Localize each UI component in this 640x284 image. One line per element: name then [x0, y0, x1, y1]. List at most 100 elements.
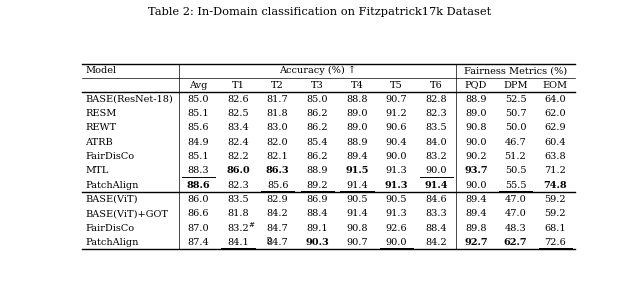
- Text: 91.3: 91.3: [385, 181, 408, 190]
- Text: Model: Model: [85, 66, 116, 75]
- Text: 85.4: 85.4: [307, 138, 328, 147]
- Text: 91.3: 91.3: [386, 166, 408, 175]
- Text: FairDisCo: FairDisCo: [86, 152, 134, 161]
- Text: 74.8: 74.8: [543, 181, 567, 190]
- Text: 82.3: 82.3: [426, 109, 447, 118]
- Text: 83.4: 83.4: [227, 124, 249, 132]
- Text: REWT: REWT: [86, 124, 116, 132]
- Text: BASE(ResNet-18): BASE(ResNet-18): [86, 95, 173, 104]
- Text: T6: T6: [430, 81, 443, 89]
- Text: 90.8: 90.8: [465, 124, 486, 132]
- Text: 84.7: 84.7: [267, 224, 289, 233]
- Text: 88.8: 88.8: [346, 95, 368, 104]
- Text: 81.7: 81.7: [267, 95, 289, 104]
- Text: 84.2: 84.2: [267, 209, 289, 218]
- Text: Avg: Avg: [189, 81, 207, 89]
- Text: 90.4: 90.4: [386, 138, 408, 147]
- Text: 85.1: 85.1: [188, 152, 209, 161]
- Text: 82.2: 82.2: [227, 152, 249, 161]
- Text: 88.6: 88.6: [186, 181, 210, 190]
- Text: 86.2: 86.2: [307, 124, 328, 132]
- Text: 89.0: 89.0: [465, 109, 486, 118]
- Text: 85.6: 85.6: [267, 181, 289, 190]
- Text: 62.0: 62.0: [545, 109, 566, 118]
- Text: 59.2: 59.2: [545, 195, 566, 204]
- Text: RESM: RESM: [86, 109, 117, 118]
- Text: 84.9: 84.9: [188, 138, 209, 147]
- Text: 91.5: 91.5: [345, 166, 369, 175]
- Text: 92.7: 92.7: [464, 238, 488, 247]
- Text: 90.2: 90.2: [465, 152, 486, 161]
- Text: 68.1: 68.1: [545, 224, 566, 233]
- Text: 90.7: 90.7: [346, 238, 368, 247]
- Text: 88.9: 88.9: [465, 95, 486, 104]
- Text: 87.4: 87.4: [188, 238, 209, 247]
- Text: 90.0: 90.0: [386, 152, 407, 161]
- Text: MTL: MTL: [86, 166, 109, 175]
- Text: 71.2: 71.2: [544, 166, 566, 175]
- Text: 91.4: 91.4: [424, 181, 448, 190]
- Text: 88.3: 88.3: [188, 166, 209, 175]
- Text: 47.0: 47.0: [505, 195, 527, 204]
- Text: 87.0: 87.0: [188, 224, 209, 233]
- Text: FairDisCo: FairDisCo: [86, 224, 134, 233]
- Text: #: #: [248, 221, 255, 229]
- Text: 50.0: 50.0: [505, 124, 526, 132]
- Text: 82.8: 82.8: [426, 95, 447, 104]
- Text: 59.2: 59.2: [545, 209, 566, 218]
- Text: 83.2: 83.2: [227, 224, 249, 233]
- Text: 90.3: 90.3: [305, 238, 329, 247]
- Text: PatchAlign: PatchAlign: [86, 238, 139, 247]
- Text: 90.0: 90.0: [465, 138, 486, 147]
- Text: 84.1: 84.1: [227, 238, 249, 247]
- Text: T2: T2: [271, 81, 284, 89]
- Text: 88.4: 88.4: [307, 209, 328, 218]
- Text: T3: T3: [311, 81, 324, 89]
- Text: 90.6: 90.6: [386, 124, 407, 132]
- Text: BASE(ViT)+GOT: BASE(ViT)+GOT: [86, 209, 168, 218]
- Text: 90.0: 90.0: [465, 181, 486, 190]
- Text: 89.4: 89.4: [346, 152, 368, 161]
- Text: 85.1: 85.1: [188, 109, 209, 118]
- Text: BASE(ViT): BASE(ViT): [86, 195, 138, 204]
- Text: 84.0: 84.0: [426, 138, 447, 147]
- Text: 82.1: 82.1: [267, 152, 289, 161]
- Text: 85.0: 85.0: [188, 95, 209, 104]
- Text: 47.0: 47.0: [505, 209, 527, 218]
- Text: Fairness Metrics (%): Fairness Metrics (%): [464, 66, 567, 75]
- Text: 82.6: 82.6: [227, 95, 249, 104]
- Text: 82.0: 82.0: [267, 138, 289, 147]
- Text: 82.5: 82.5: [227, 109, 249, 118]
- Text: 88.9: 88.9: [307, 166, 328, 175]
- Text: 84.6: 84.6: [426, 195, 447, 204]
- Text: 86.6: 86.6: [188, 209, 209, 218]
- Text: 89.2: 89.2: [307, 181, 328, 190]
- Text: 85.6: 85.6: [188, 124, 209, 132]
- Text: 85.0: 85.0: [307, 95, 328, 104]
- Text: 62.9: 62.9: [545, 124, 566, 132]
- Text: 91.3: 91.3: [386, 209, 408, 218]
- Text: 90.8: 90.8: [346, 224, 368, 233]
- Text: 83.5: 83.5: [227, 195, 249, 204]
- Text: 86.0: 86.0: [188, 195, 209, 204]
- Text: 82.3: 82.3: [227, 181, 249, 190]
- Text: 83.3: 83.3: [426, 209, 447, 218]
- Text: 82.4: 82.4: [227, 138, 249, 147]
- Text: 50.5: 50.5: [505, 166, 526, 175]
- Text: 63.8: 63.8: [545, 152, 566, 161]
- Text: 88.9: 88.9: [346, 138, 368, 147]
- Text: 62.7: 62.7: [504, 238, 527, 247]
- Text: 89.0: 89.0: [346, 109, 368, 118]
- Text: ∅: ∅: [266, 235, 271, 243]
- Text: 91.4: 91.4: [346, 181, 368, 190]
- Text: 84.7: 84.7: [267, 238, 289, 247]
- Text: 60.4: 60.4: [545, 138, 566, 147]
- Text: 89.1: 89.1: [307, 224, 328, 233]
- Text: 52.5: 52.5: [505, 95, 526, 104]
- Text: PQD: PQD: [465, 81, 487, 89]
- Text: Accuracy (%) ↑: Accuracy (%) ↑: [279, 66, 356, 76]
- Text: 86.0: 86.0: [226, 166, 250, 175]
- Text: 83.2: 83.2: [426, 152, 447, 161]
- Text: Table 2: In-Domain classification on Fitzpatrick17k Dataset: Table 2: In-Domain classification on Fit…: [148, 7, 492, 17]
- Text: 89.4: 89.4: [465, 209, 486, 218]
